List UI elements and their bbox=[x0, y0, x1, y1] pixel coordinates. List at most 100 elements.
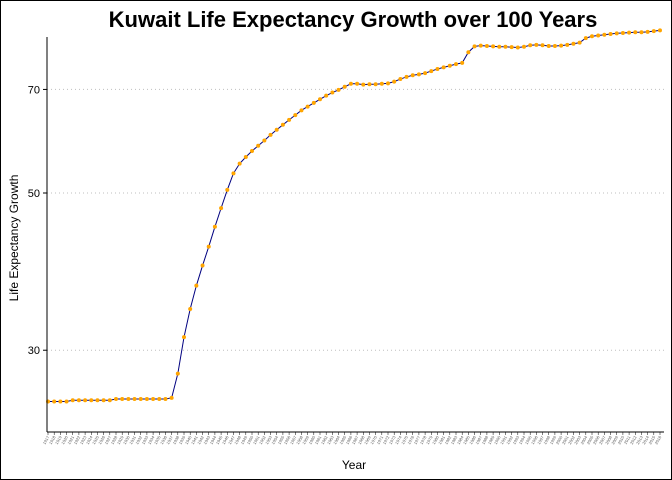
x-tick-label: 1991 bbox=[499, 434, 508, 445]
x-tick-label: 2005 bbox=[586, 434, 595, 445]
x-tick-label: 1960 bbox=[307, 434, 316, 445]
data-point bbox=[608, 32, 613, 37]
x-tick-label: 1935 bbox=[153, 434, 162, 445]
data-point bbox=[503, 44, 508, 49]
x-tick-label: 2004 bbox=[579, 434, 588, 445]
x-tick-label: 1965 bbox=[338, 434, 347, 445]
x-tick-label: 1989 bbox=[487, 434, 496, 445]
x-tick-label: 1924 bbox=[85, 434, 94, 445]
x-tick-label: 2009 bbox=[610, 434, 619, 445]
x-tick-label: 1994 bbox=[518, 434, 527, 445]
data-point bbox=[299, 108, 304, 113]
y-ticks: 30 50 70 bbox=[28, 84, 47, 357]
x-tick-label: 1999 bbox=[548, 434, 557, 445]
data-point bbox=[58, 399, 63, 404]
data-point bbox=[497, 44, 502, 49]
data-point bbox=[633, 30, 638, 35]
x-tick-label: 1958 bbox=[295, 434, 304, 445]
x-tick-label: 1992 bbox=[505, 434, 514, 445]
x-tick-label: 1974 bbox=[394, 434, 403, 445]
x-tick-label: 2007 bbox=[598, 434, 607, 445]
x-tick-label: 2011 bbox=[623, 434, 632, 445]
data-point bbox=[590, 34, 594, 39]
x-tick-label: 1988 bbox=[480, 434, 489, 445]
x-tick-label: 1920 bbox=[60, 434, 69, 445]
data-point bbox=[52, 399, 57, 404]
x-tick-label: 1959 bbox=[301, 434, 310, 445]
data-point bbox=[64, 399, 69, 404]
data-point bbox=[651, 29, 656, 34]
data-point bbox=[454, 62, 458, 67]
data-point bbox=[472, 44, 477, 49]
x-tick-label: 1923 bbox=[79, 434, 88, 445]
data-point bbox=[318, 97, 322, 102]
x-tick-label: 1945 bbox=[215, 434, 224, 445]
x-tick-label: 1928 bbox=[110, 434, 119, 445]
x-tick-label: 2014 bbox=[641, 434, 650, 445]
x-tick-label: 1947 bbox=[227, 434, 236, 445]
x-tick-label: 1967 bbox=[351, 434, 360, 445]
data-point bbox=[262, 138, 267, 143]
data-point bbox=[163, 397, 168, 402]
x-tick-label: 1975 bbox=[400, 434, 409, 445]
data-point bbox=[250, 149, 254, 154]
x-tick-label: 1949 bbox=[239, 434, 248, 445]
data-point bbox=[256, 143, 261, 148]
data-point bbox=[175, 371, 180, 376]
x-tick-label: 1972 bbox=[382, 434, 391, 445]
data-point bbox=[151, 397, 156, 402]
x-tick-label: 1962 bbox=[320, 434, 329, 445]
x-tick-label: 1948 bbox=[233, 434, 242, 445]
x-tick-label: 1985 bbox=[462, 434, 471, 445]
y-axis-label: Life Expectancy Growth bbox=[7, 175, 21, 302]
x-tick-label: 1936 bbox=[159, 434, 168, 445]
data-point bbox=[225, 187, 230, 192]
data-point bbox=[441, 65, 446, 70]
gridlines bbox=[47, 88, 664, 351]
data-point bbox=[386, 81, 390, 86]
data-point bbox=[348, 81, 353, 86]
data-point bbox=[89, 398, 94, 403]
data-point bbox=[373, 82, 378, 87]
x-tick-label: 1986 bbox=[468, 434, 477, 445]
x-tick-label: 1918 bbox=[48, 434, 57, 445]
data-point bbox=[528, 43, 533, 48]
data-point bbox=[559, 43, 564, 48]
data-point bbox=[70, 398, 75, 403]
data-point bbox=[367, 82, 372, 87]
x-tick-label: 2000 bbox=[555, 434, 564, 445]
x-tick-label: 1951 bbox=[252, 434, 261, 445]
data-point bbox=[491, 44, 496, 49]
data-point bbox=[404, 74, 409, 79]
x-tick-label: 1993 bbox=[511, 434, 520, 445]
data-point bbox=[614, 31, 619, 36]
x-tick-label: 1955 bbox=[276, 434, 285, 445]
x-tick-label: 1942 bbox=[196, 434, 205, 445]
data-point bbox=[478, 43, 483, 48]
x-tick-label: 1963 bbox=[326, 434, 335, 445]
data-point bbox=[577, 40, 582, 45]
x-tick-label: 1941 bbox=[190, 434, 199, 445]
data-point bbox=[546, 44, 551, 49]
x-tick-label: 2013 bbox=[635, 434, 644, 445]
data-point bbox=[484, 44, 489, 49]
data-point bbox=[522, 44, 526, 49]
data-point bbox=[76, 398, 81, 403]
x-tick-label: 1930 bbox=[122, 434, 131, 445]
x-tick-label: 1969 bbox=[363, 434, 372, 445]
x-tick-label: 2006 bbox=[592, 434, 601, 445]
data-point bbox=[639, 30, 644, 35]
data-point bbox=[423, 71, 428, 76]
data-point bbox=[243, 155, 248, 160]
x-tick-label: 1971 bbox=[375, 434, 384, 445]
x-tick-label: 1954 bbox=[270, 434, 279, 445]
x-tick-label: 2008 bbox=[604, 434, 613, 445]
data-point bbox=[194, 283, 199, 288]
data-point bbox=[182, 335, 186, 340]
data-point bbox=[361, 82, 366, 87]
x-tick-label: 2003 bbox=[573, 434, 582, 445]
x-tick-label: 1953 bbox=[264, 434, 273, 445]
x-tick-label: 1952 bbox=[258, 434, 267, 445]
data-point bbox=[540, 43, 545, 48]
x-tick-label: 1921 bbox=[66, 434, 75, 445]
